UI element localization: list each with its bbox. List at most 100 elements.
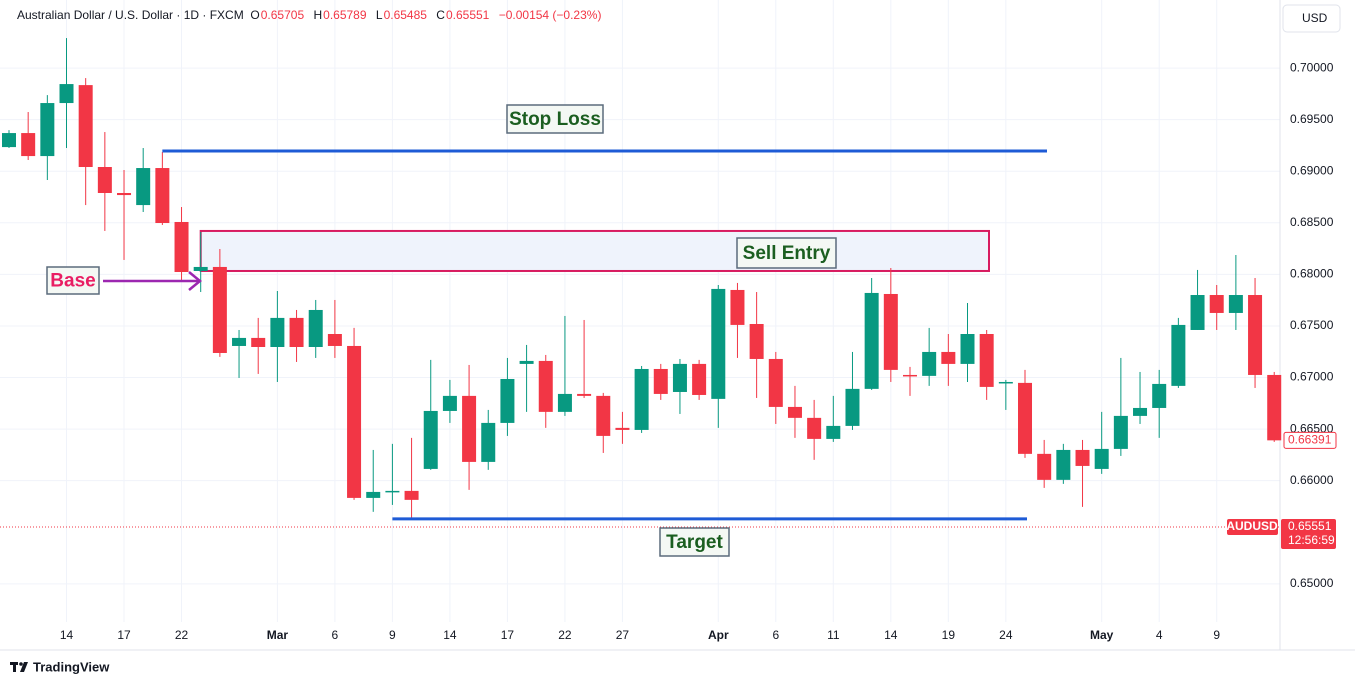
logo	[10, 662, 28, 672]
candle-body	[155, 168, 170, 224]
symbol-tag	[1227, 518, 1278, 535]
target-label-box	[659, 527, 730, 557]
candle-body	[998, 381, 1013, 384]
candle-body	[59, 84, 74, 104]
sell-entry-label: Sell Entry	[743, 243, 831, 264]
header: Australian Dollar / U.S. Dollar · 1D · F…	[17, 8, 607, 22]
candle-body	[960, 334, 975, 364]
ohlc-value: 0.65551	[445, 8, 490, 22]
candle-body	[136, 168, 151, 206]
x-tick-label: 6	[332, 628, 339, 642]
candle-body	[1075, 449, 1090, 466]
candle-body	[21, 133, 36, 157]
candle-body	[117, 192, 132, 196]
candle-body	[749, 323, 764, 359]
sell-zone	[199, 229, 990, 272]
candle-body	[902, 374, 917, 377]
candle-body	[327, 334, 342, 346]
y-tick-label: 0.70000	[1290, 60, 1334, 74]
candle-body	[1248, 295, 1263, 375]
candle-body	[193, 266, 208, 271]
y-tick-label: 0.66000	[1290, 473, 1334, 487]
symbol-tag-label: AUDUSD	[1226, 519, 1278, 533]
candle-body	[519, 360, 534, 364]
candle-body	[922, 351, 937, 376]
x-tick-label: 24	[999, 628, 1013, 642]
candle-body	[711, 288, 726, 399]
x-tick-label: 9	[389, 628, 396, 642]
candle-body	[289, 317, 304, 347]
candle-body	[557, 393, 572, 412]
candle-body	[366, 491, 381, 498]
ohlc-value: 0.65789	[323, 8, 367, 22]
candle-body	[634, 368, 649, 430]
y-tick-label: 0.67000	[1290, 370, 1334, 384]
candle-body	[1037, 453, 1052, 480]
x-tick-label: 27	[616, 628, 630, 642]
candle-body	[347, 345, 362, 498]
price-tag	[1281, 518, 1336, 549]
x-tick-label: 14	[443, 628, 457, 642]
candle-body	[423, 410, 438, 469]
candle-body	[308, 309, 323, 347]
y-tick-label: 0.68500	[1290, 215, 1334, 229]
base-label-box	[46, 266, 100, 295]
candle-body	[78, 85, 93, 168]
candle-body	[787, 406, 802, 418]
base-label: Base	[50, 271, 95, 292]
x-tick-label: 14	[884, 628, 898, 642]
stop-loss-label: Stop Loss	[509, 109, 601, 130]
currency-button[interactable]	[1282, 4, 1341, 33]
x-tick-label: 17	[501, 628, 515, 642]
target-label: Target	[666, 532, 723, 553]
candle-body	[538, 360, 553, 412]
x-tick-label: 19	[942, 628, 956, 642]
candle-body	[653, 368, 668, 394]
candle-body	[1267, 374, 1282, 441]
x-tick-label: 22	[175, 628, 189, 642]
candle-body	[768, 358, 783, 407]
candle-body	[97, 167, 112, 193]
candle-body	[672, 363, 687, 392]
candle-body	[941, 351, 956, 364]
candle-body	[232, 337, 247, 346]
candle-body	[1171, 324, 1186, 386]
candle-body	[1018, 382, 1033, 454]
x-tick-label: Mar	[267, 628, 289, 642]
candle-body	[864, 292, 879, 389]
candle-body	[385, 490, 400, 493]
candle-body	[404, 490, 419, 500]
x-tick-label: Apr	[708, 628, 729, 642]
x-tick-label: 11	[827, 628, 840, 642]
candle-body	[979, 334, 994, 387]
watermark: TradingView	[33, 659, 110, 674]
ohlc-key: H	[313, 8, 323, 22]
candle-body	[730, 289, 745, 325]
candle-body	[1209, 295, 1224, 313]
sell-entry-label-box	[736, 237, 837, 269]
candle-body	[1094, 448, 1109, 469]
ohlc-key: C	[436, 8, 445, 22]
ohlc-key: L	[375, 8, 383, 22]
candle-body	[270, 317, 285, 347]
candle-body	[1190, 295, 1205, 330]
candle-body	[692, 363, 707, 395]
x-tick-label: 6	[772, 628, 779, 642]
candle-body	[883, 293, 898, 370]
candle-body	[442, 395, 457, 411]
x-tick-label: May	[1090, 628, 1114, 642]
ohlc-value: 0.65705	[260, 8, 305, 22]
candle-body	[1152, 383, 1167, 408]
base-arrowhead	[188, 271, 202, 291]
currency[interactable]: USD	[1302, 11, 1328, 25]
x-tick-label: 4	[1156, 628, 1163, 642]
x-tick-label: 9	[1213, 628, 1220, 642]
candle-body	[1228, 295, 1243, 313]
close-tag-label: 0.66391	[1288, 433, 1332, 447]
candle-body	[1133, 407, 1148, 416]
change: −0.00154 (−0.23%)	[498, 8, 602, 22]
y-tick-label: 0.69000	[1290, 163, 1334, 177]
candle-body	[807, 417, 822, 439]
